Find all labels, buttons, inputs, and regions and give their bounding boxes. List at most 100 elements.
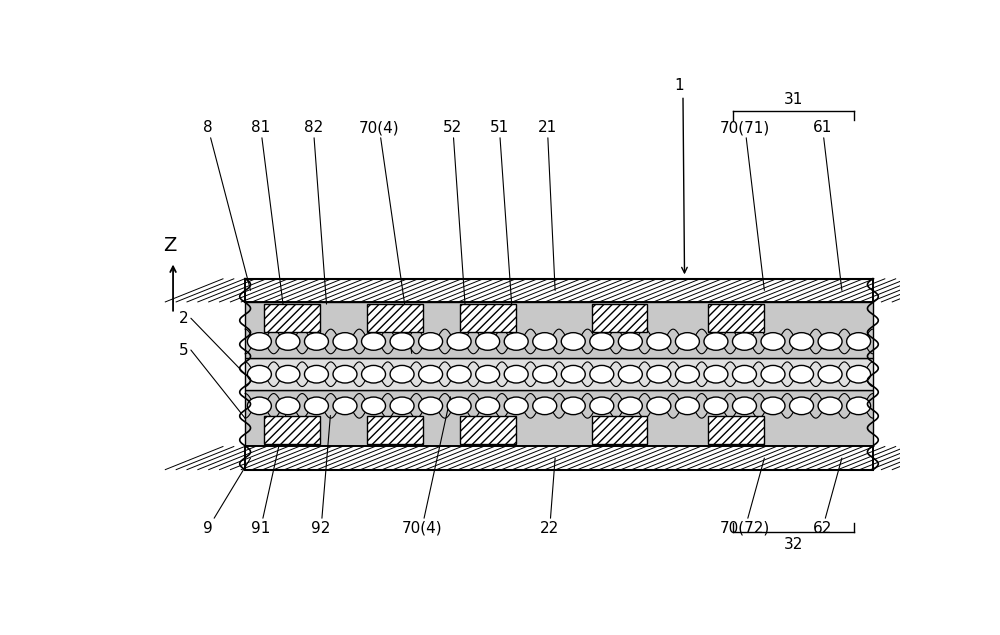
Ellipse shape <box>362 365 386 383</box>
Ellipse shape <box>419 365 443 383</box>
Ellipse shape <box>790 333 814 351</box>
Text: 31: 31 <box>784 91 803 107</box>
Ellipse shape <box>704 333 728 351</box>
Ellipse shape <box>618 365 642 383</box>
Ellipse shape <box>561 397 585 415</box>
Ellipse shape <box>476 365 500 383</box>
Bar <box>708 304 764 333</box>
Ellipse shape <box>590 397 614 415</box>
Ellipse shape <box>647 397 671 415</box>
Ellipse shape <box>304 397 328 415</box>
Ellipse shape <box>847 333 871 351</box>
Ellipse shape <box>618 333 642 351</box>
Ellipse shape <box>362 333 386 351</box>
Ellipse shape <box>704 365 728 383</box>
Ellipse shape <box>333 397 357 415</box>
Ellipse shape <box>561 333 585 351</box>
Bar <box>245 279 873 302</box>
Bar <box>245 279 873 302</box>
Ellipse shape <box>390 365 414 383</box>
Ellipse shape <box>732 397 756 415</box>
Bar <box>264 304 320 333</box>
Bar <box>592 304 647 333</box>
Ellipse shape <box>447 333 471 351</box>
Bar <box>708 415 764 444</box>
Ellipse shape <box>304 333 328 351</box>
Ellipse shape <box>247 365 271 383</box>
Bar <box>245 446 873 470</box>
Text: 82: 82 <box>304 120 326 304</box>
Ellipse shape <box>447 397 471 415</box>
Ellipse shape <box>761 397 785 415</box>
Ellipse shape <box>675 365 699 383</box>
Ellipse shape <box>704 397 728 415</box>
Text: 21: 21 <box>538 120 557 290</box>
Text: 5: 5 <box>179 342 189 358</box>
Text: 92: 92 <box>311 415 331 536</box>
Ellipse shape <box>419 397 443 415</box>
Ellipse shape <box>675 333 699 351</box>
Text: 2: 2 <box>179 311 189 326</box>
Ellipse shape <box>476 333 500 351</box>
Ellipse shape <box>390 333 414 351</box>
Bar <box>460 304 516 333</box>
Ellipse shape <box>333 333 357 351</box>
Text: 51: 51 <box>490 120 512 316</box>
Ellipse shape <box>447 365 471 383</box>
Text: 70(72): 70(72) <box>720 458 770 536</box>
Ellipse shape <box>847 365 871 383</box>
Ellipse shape <box>276 397 300 415</box>
Text: 32: 32 <box>784 537 803 552</box>
Ellipse shape <box>504 397 528 415</box>
Bar <box>245 358 873 390</box>
Ellipse shape <box>333 365 357 383</box>
Bar <box>592 415 647 444</box>
Ellipse shape <box>818 365 842 383</box>
Ellipse shape <box>847 397 871 415</box>
Ellipse shape <box>590 365 614 383</box>
Bar <box>264 415 320 444</box>
Ellipse shape <box>504 365 528 383</box>
Bar <box>367 304 423 333</box>
Ellipse shape <box>533 365 557 383</box>
Ellipse shape <box>419 333 443 351</box>
Text: 70(71): 70(71) <box>720 120 770 290</box>
Bar <box>245 302 873 358</box>
Ellipse shape <box>533 397 557 415</box>
Ellipse shape <box>390 397 414 415</box>
Ellipse shape <box>675 397 699 415</box>
Ellipse shape <box>247 397 271 415</box>
Text: Z: Z <box>163 236 177 255</box>
Ellipse shape <box>276 365 300 383</box>
Ellipse shape <box>276 333 300 351</box>
Ellipse shape <box>647 365 671 383</box>
Text: 22: 22 <box>540 458 559 536</box>
Ellipse shape <box>362 397 386 415</box>
Bar <box>245 390 873 446</box>
Ellipse shape <box>304 365 328 383</box>
Ellipse shape <box>561 365 585 383</box>
Text: 70(4): 70(4) <box>359 120 412 354</box>
Text: 70(4): 70(4) <box>402 397 450 536</box>
Ellipse shape <box>790 397 814 415</box>
Text: 1: 1 <box>674 78 684 93</box>
Ellipse shape <box>533 333 557 351</box>
Text: 61: 61 <box>813 120 842 290</box>
Ellipse shape <box>761 333 785 351</box>
Ellipse shape <box>247 333 271 351</box>
Ellipse shape <box>590 333 614 351</box>
Ellipse shape <box>732 365 756 383</box>
Ellipse shape <box>476 397 500 415</box>
Ellipse shape <box>790 365 814 383</box>
Ellipse shape <box>761 365 785 383</box>
Text: 81: 81 <box>251 120 288 342</box>
Ellipse shape <box>504 333 528 351</box>
Ellipse shape <box>732 333 756 351</box>
Ellipse shape <box>818 397 842 415</box>
Text: 52: 52 <box>443 120 466 318</box>
Text: 8: 8 <box>203 120 251 290</box>
Bar <box>367 415 423 444</box>
Ellipse shape <box>818 333 842 351</box>
Ellipse shape <box>618 397 642 415</box>
Ellipse shape <box>647 333 671 351</box>
